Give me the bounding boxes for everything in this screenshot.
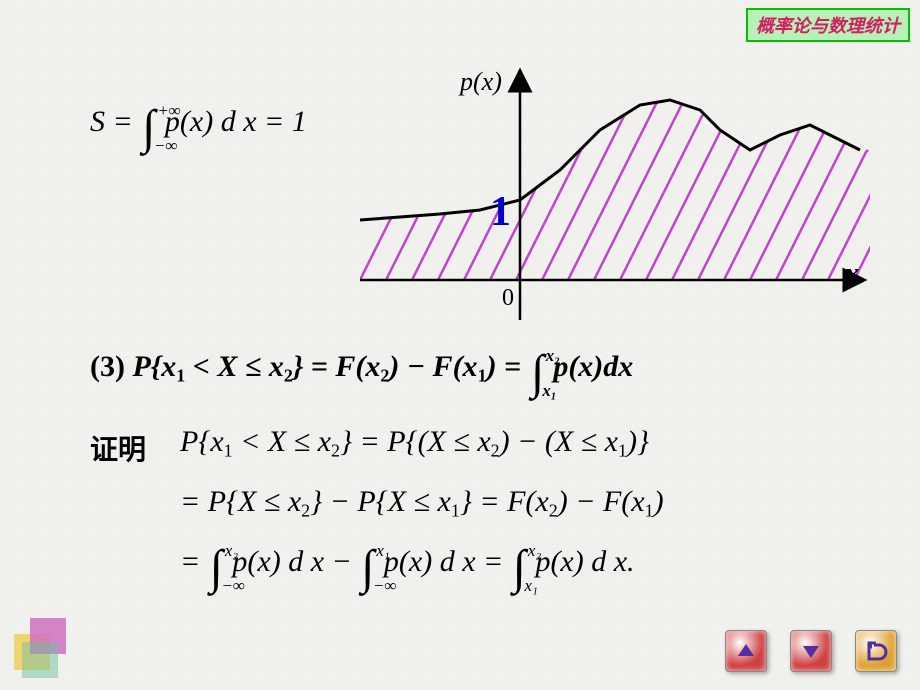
nav-up[interactable]	[725, 630, 767, 672]
label-x: x	[844, 258, 859, 289]
proof-line-2: = P{X ≤ x2} − P{X ≤ x1} = F(x2) − F(x1)	[180, 485, 664, 521]
nav-home[interactable]	[855, 630, 897, 672]
proof-line-1: P{x1 < X ≤ x2} = P{(X ≤ x2) − (X ≤ x1)}	[180, 425, 649, 461]
integral-symbol: ∫ +∞ −∞	[142, 109, 155, 147]
integral-symbol: ∫ x₂ x₁	[531, 354, 544, 392]
equation-S: S = ∫ +∞ −∞ p(x) d x = 1	[90, 105, 307, 147]
int-lower: −∞	[154, 139, 177, 152]
proof-label: 证明	[90, 428, 146, 468]
eq3-label: (3)	[90, 350, 125, 383]
title-banner: 概率论与数理统计	[746, 8, 910, 42]
nav-home-icon	[864, 639, 888, 663]
int-upper: x₂	[546, 349, 560, 362]
eq3-body: P{x1 < X ≤ x2} = F(x2) − F(x1) =	[132, 350, 528, 383]
label-px: p(x)	[458, 67, 502, 96]
nav-down-icon	[799, 639, 823, 663]
corner-decoration	[8, 612, 78, 682]
nav-down[interactable]	[790, 630, 832, 672]
hatch-area	[360, 102, 870, 280]
equation-3: (3) P{x1 < X ≤ x2} = F(x2) − F(x1) = ∫ x…	[90, 350, 633, 392]
int-lower: x₁	[542, 384, 556, 397]
pdf-graph: p(x) x 0 1	[360, 60, 870, 330]
label-zero: 0	[502, 285, 514, 311]
nav-up-icon	[734, 639, 758, 663]
eq-S-rhs: p(x) d x = 1	[165, 105, 307, 138]
int-upper: +∞	[157, 104, 180, 117]
eq3-tail: p(x)dx	[553, 350, 633, 383]
proof-line-3: = ∫x₂−∞ p(x) d x − ∫x₁−∞ p(x) d x = ∫x₂x…	[180, 545, 635, 587]
area-label: 1	[490, 189, 511, 235]
eq-S-lhs: S =	[90, 105, 140, 138]
